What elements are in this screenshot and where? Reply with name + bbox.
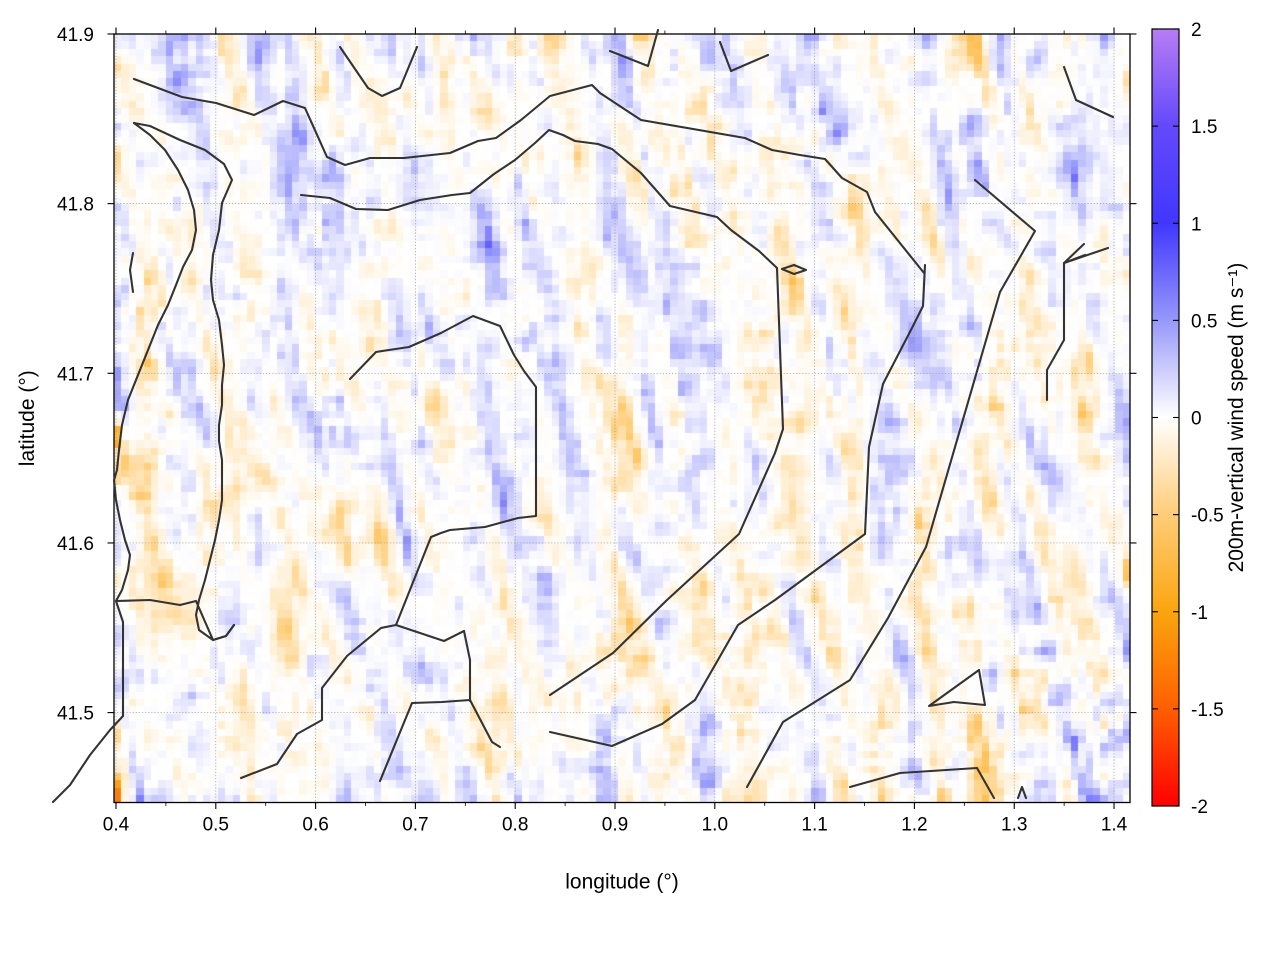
svg-text:1: 1 [1191, 214, 1202, 235]
svg-text:0.7: 0.7 [402, 815, 428, 836]
svg-text:-1.5: -1.5 [1191, 700, 1224, 721]
svg-text:0.6: 0.6 [302, 815, 328, 836]
svg-text:1.0: 1.0 [702, 815, 728, 836]
svg-text:longitude (°): longitude (°) [565, 871, 678, 894]
svg-text:latitude (°): latitude (°) [16, 370, 39, 466]
svg-text:1.4: 1.4 [1101, 815, 1128, 836]
svg-text:0: 0 [1191, 409, 1202, 430]
svg-text:200m-vertical wind speed (m s⁻: 200m-vertical wind speed (m s⁻¹) [1225, 263, 1248, 573]
svg-text:41.9: 41.9 [57, 25, 94, 46]
svg-text:-1: -1 [1191, 603, 1208, 624]
svg-text:1.2: 1.2 [901, 815, 927, 836]
svg-text:0.5: 0.5 [203, 815, 229, 836]
svg-text:-2: -2 [1191, 797, 1208, 818]
svg-text:0.8: 0.8 [502, 815, 528, 836]
svg-text:2: 2 [1191, 20, 1202, 41]
svg-text:41.6: 41.6 [57, 534, 94, 555]
svg-text:-0.5: -0.5 [1191, 506, 1224, 527]
svg-text:41.5: 41.5 [57, 704, 94, 725]
svg-text:0.9: 0.9 [602, 815, 628, 836]
svg-text:41.7: 41.7 [57, 364, 94, 385]
svg-text:1.5: 1.5 [1191, 117, 1217, 138]
svg-text:1.1: 1.1 [801, 815, 827, 836]
svg-text:0.4: 0.4 [103, 815, 130, 836]
svg-text:41.8: 41.8 [57, 195, 94, 216]
svg-text:0.5: 0.5 [1191, 311, 1217, 332]
svg-text:1.3: 1.3 [1001, 815, 1027, 836]
